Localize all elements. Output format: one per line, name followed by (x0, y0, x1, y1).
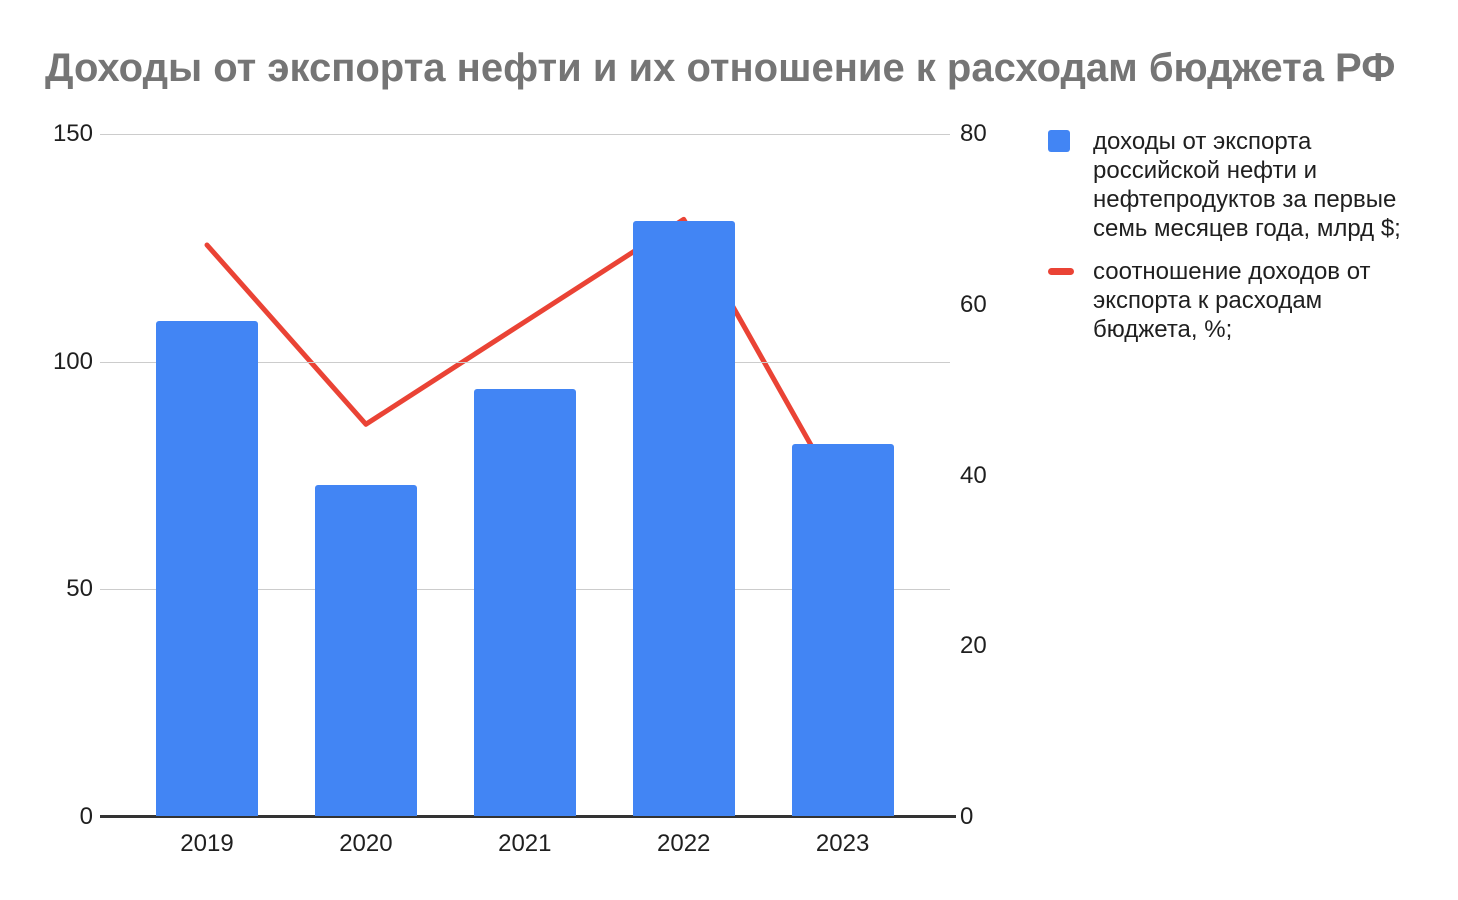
category-label-2020: 2020 (339, 830, 393, 857)
right-axis-tick-60: 60 (960, 290, 987, 318)
right-axis-tick-80: 80 (960, 120, 987, 147)
x-axis-baseline (100, 815, 956, 818)
bar-2022 (632, 220, 735, 816)
bar-2019 (156, 320, 258, 816)
gridline-100 (100, 362, 950, 363)
legend-item-bar-series: доходы от экспорта российской нефти и не… (1048, 127, 1418, 243)
line-series-legend-label: соотношение доходов от экспорта к расход… (1093, 258, 1371, 343)
right-axis-tick-20: 20 (960, 632, 987, 660)
left-axis-tick-100: 100 (52, 347, 93, 375)
line-series-swatch-icon (1048, 268, 1074, 275)
gridline-150 (100, 134, 950, 135)
left-axis-tick-0: 0 (79, 803, 93, 830)
legend: доходы от экспорта российской нефти и не… (1048, 127, 1418, 344)
bar-series-swatch-icon (1048, 130, 1070, 152)
category-label-2023: 2023 (815, 830, 870, 857)
bar-series-legend-label: доходы от экспорта российской нефти и не… (1093, 128, 1401, 242)
category-label-2022: 2022 (656, 830, 711, 857)
chart-title: Доходы от экспорта нефти и их отношение … (45, 46, 1396, 90)
category-label-2021: 2021 (498, 830, 552, 857)
right-axis-tick-40: 40 (960, 461, 987, 489)
left-axis-tick-150: 150 (52, 120, 93, 147)
bar-2020 (314, 484, 417, 816)
bar-2021 (473, 388, 576, 816)
left-axis-tick-50: 50 (66, 575, 93, 603)
bar-2023 (791, 443, 894, 816)
category-label-2019: 2019 (180, 830, 234, 857)
legend-item-line-series: соотношение доходов от экспорта к расход… (1048, 257, 1418, 344)
right-axis-tick-0: 0 (960, 803, 974, 830)
